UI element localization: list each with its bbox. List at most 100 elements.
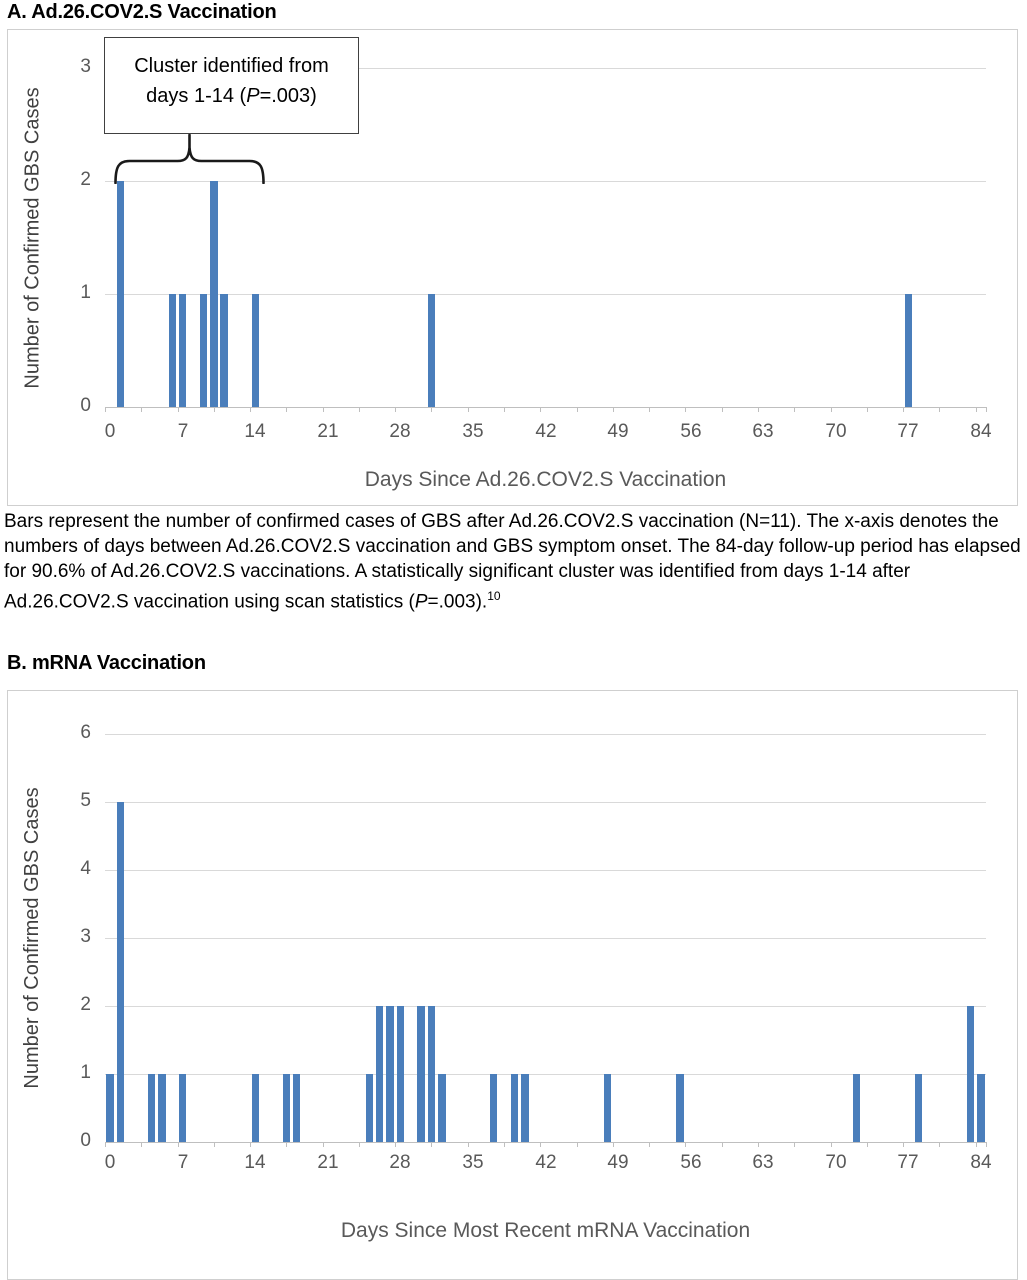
x-axis-tick: [467, 1142, 469, 1147]
bar-day-14: [251, 1074, 260, 1142]
x-axis-tick: [866, 407, 868, 412]
x-tick-label-77: 77: [897, 421, 919, 442]
panel-b-chart: Number of Confirmed GBS Cases Days Since…: [7, 690, 1018, 1280]
x-axis-tick: [649, 407, 651, 412]
x-tick-label-77: 77: [897, 1152, 919, 1173]
x-axis-tick: [431, 1142, 433, 1147]
x-axis-tick: [540, 407, 542, 412]
annotation-line-2: days 1-14 (P=.003): [105, 81, 358, 111]
x-axis-tick: [322, 1142, 324, 1147]
bar-day-39: [510, 1074, 519, 1142]
panel-b-heading: B. mRNA Vaccination: [7, 652, 206, 674]
bar-day-28: [396, 1006, 405, 1142]
x-tick-label-7: 7: [177, 1152, 189, 1173]
y-tick-label-4: 4: [80, 858, 91, 879]
panel-a-caption: Bars represent the number of confirmed c…: [4, 509, 1023, 614]
x-tick-label-28: 28: [389, 421, 411, 442]
x-axis-tick: [286, 407, 288, 412]
x-axis-tick: [431, 407, 433, 412]
bar-day-37: [489, 1074, 498, 1142]
bar-day-31: [427, 1006, 436, 1142]
x-tick-label-70: 70: [825, 1152, 847, 1173]
x-tick-label-70: 70: [825, 421, 847, 442]
x-tick-label-42: 42: [535, 1152, 557, 1173]
x-tick-label-0: 0: [104, 421, 116, 442]
x-tick-label-56: 56: [680, 1152, 702, 1173]
caption-reference-superscript: 10: [487, 589, 501, 603]
panel-a-chart: Number of Confirmed GBS Cases Cluster id…: [7, 29, 1018, 506]
bar-day-26: [375, 1006, 384, 1142]
x-axis-tick: [576, 407, 578, 412]
bar-day-30: [417, 1006, 425, 1142]
y-tick-label-5: 5: [80, 790, 91, 811]
annotation-line-1: Cluster identified from: [105, 51, 358, 81]
bar-day-9: [199, 294, 208, 407]
bar-day-11: [220, 294, 228, 407]
annotation-line2-post: =.003): [259, 85, 317, 107]
x-axis-tick: [866, 1142, 868, 1147]
x-axis-tick: [649, 1142, 651, 1147]
x-axis-tick: [395, 1142, 397, 1147]
x-axis-tick: [903, 1142, 905, 1147]
x-axis-tick: [105, 407, 106, 412]
y-tick-label-0: 0: [80, 395, 91, 416]
bar-day-40: [521, 1074, 529, 1142]
x-axis-tick: [141, 407, 143, 412]
bar-day-6: [168, 294, 177, 407]
annotation-line2-p: P: [246, 85, 260, 107]
x-axis-tick: [830, 1142, 832, 1147]
x-axis-tick: [504, 1142, 506, 1147]
caption-text: Bars represent the number of confirmed c…: [4, 511, 1021, 613]
x-axis-tick: [467, 407, 469, 412]
x-tick-label-84: 84: [970, 421, 992, 442]
x-axis-tick: [286, 1142, 288, 1147]
cluster-brace-icon: [114, 134, 265, 184]
bar-day-83: [966, 1006, 975, 1142]
x-axis-tick: [975, 1142, 977, 1147]
gridline-y-2: [105, 181, 986, 182]
x-axis-tick: [250, 1142, 252, 1147]
y-tick-label-6: 6: [80, 722, 91, 743]
gridline-y-2: [105, 1006, 986, 1007]
x-axis-tick: [105, 1142, 106, 1147]
bar-day-55: [676, 1074, 684, 1142]
x-tick-label-56: 56: [680, 421, 702, 442]
bar-day-17: [282, 1074, 291, 1142]
bar-day-31: [427, 294, 436, 407]
x-axis-tick: [213, 407, 215, 412]
x-tick-label-21: 21: [317, 1152, 339, 1173]
bar-day-72: [852, 1074, 861, 1142]
x-tick-label-42: 42: [535, 421, 557, 442]
annotation-line1-text: Cluster identified from: [134, 55, 329, 77]
x-axis-tick: [939, 1142, 941, 1147]
x-tick-label-49: 49: [607, 1152, 629, 1173]
x-axis-tick: [177, 407, 179, 412]
x-axis-tick: [830, 407, 832, 412]
x-tick-label-63: 63: [752, 1152, 774, 1173]
x-axis-tick: [504, 407, 506, 412]
y-tick-label-3: 3: [80, 926, 91, 947]
x-axis-tick: [986, 407, 987, 412]
bar-day-77: [904, 294, 912, 407]
x-axis-tick: [721, 407, 723, 412]
x-axis-tick: [757, 407, 759, 412]
x-axis-line: [105, 1142, 986, 1143]
x-tick-label-14: 14: [244, 421, 266, 442]
gridline-y-1: [105, 294, 986, 295]
x-axis-tick: [986, 1142, 987, 1147]
x-tick-label-28: 28: [389, 1152, 411, 1173]
x-axis-tick: [395, 407, 397, 412]
x-axis-tick: [721, 1142, 723, 1147]
x-tick-label-7: 7: [177, 421, 189, 442]
bar-day-4: [147, 1074, 156, 1142]
x-tick-label-63: 63: [752, 421, 774, 442]
gridline-y-3: [105, 938, 986, 939]
y-tick-label-2: 2: [80, 994, 91, 1015]
panel-a-x-axis-title: Days Since Ad.26.COV2.S Vaccination: [364, 468, 727, 491]
bar-day-84: [977, 1074, 985, 1142]
panel-a-y-axis-title: Number of Confirmed GBS Cases: [21, 87, 44, 389]
x-tick-label-14: 14: [244, 1152, 266, 1173]
bar-day-27: [386, 1006, 394, 1142]
bar-day-0: [106, 1074, 114, 1142]
x-axis-tick: [358, 1142, 360, 1147]
